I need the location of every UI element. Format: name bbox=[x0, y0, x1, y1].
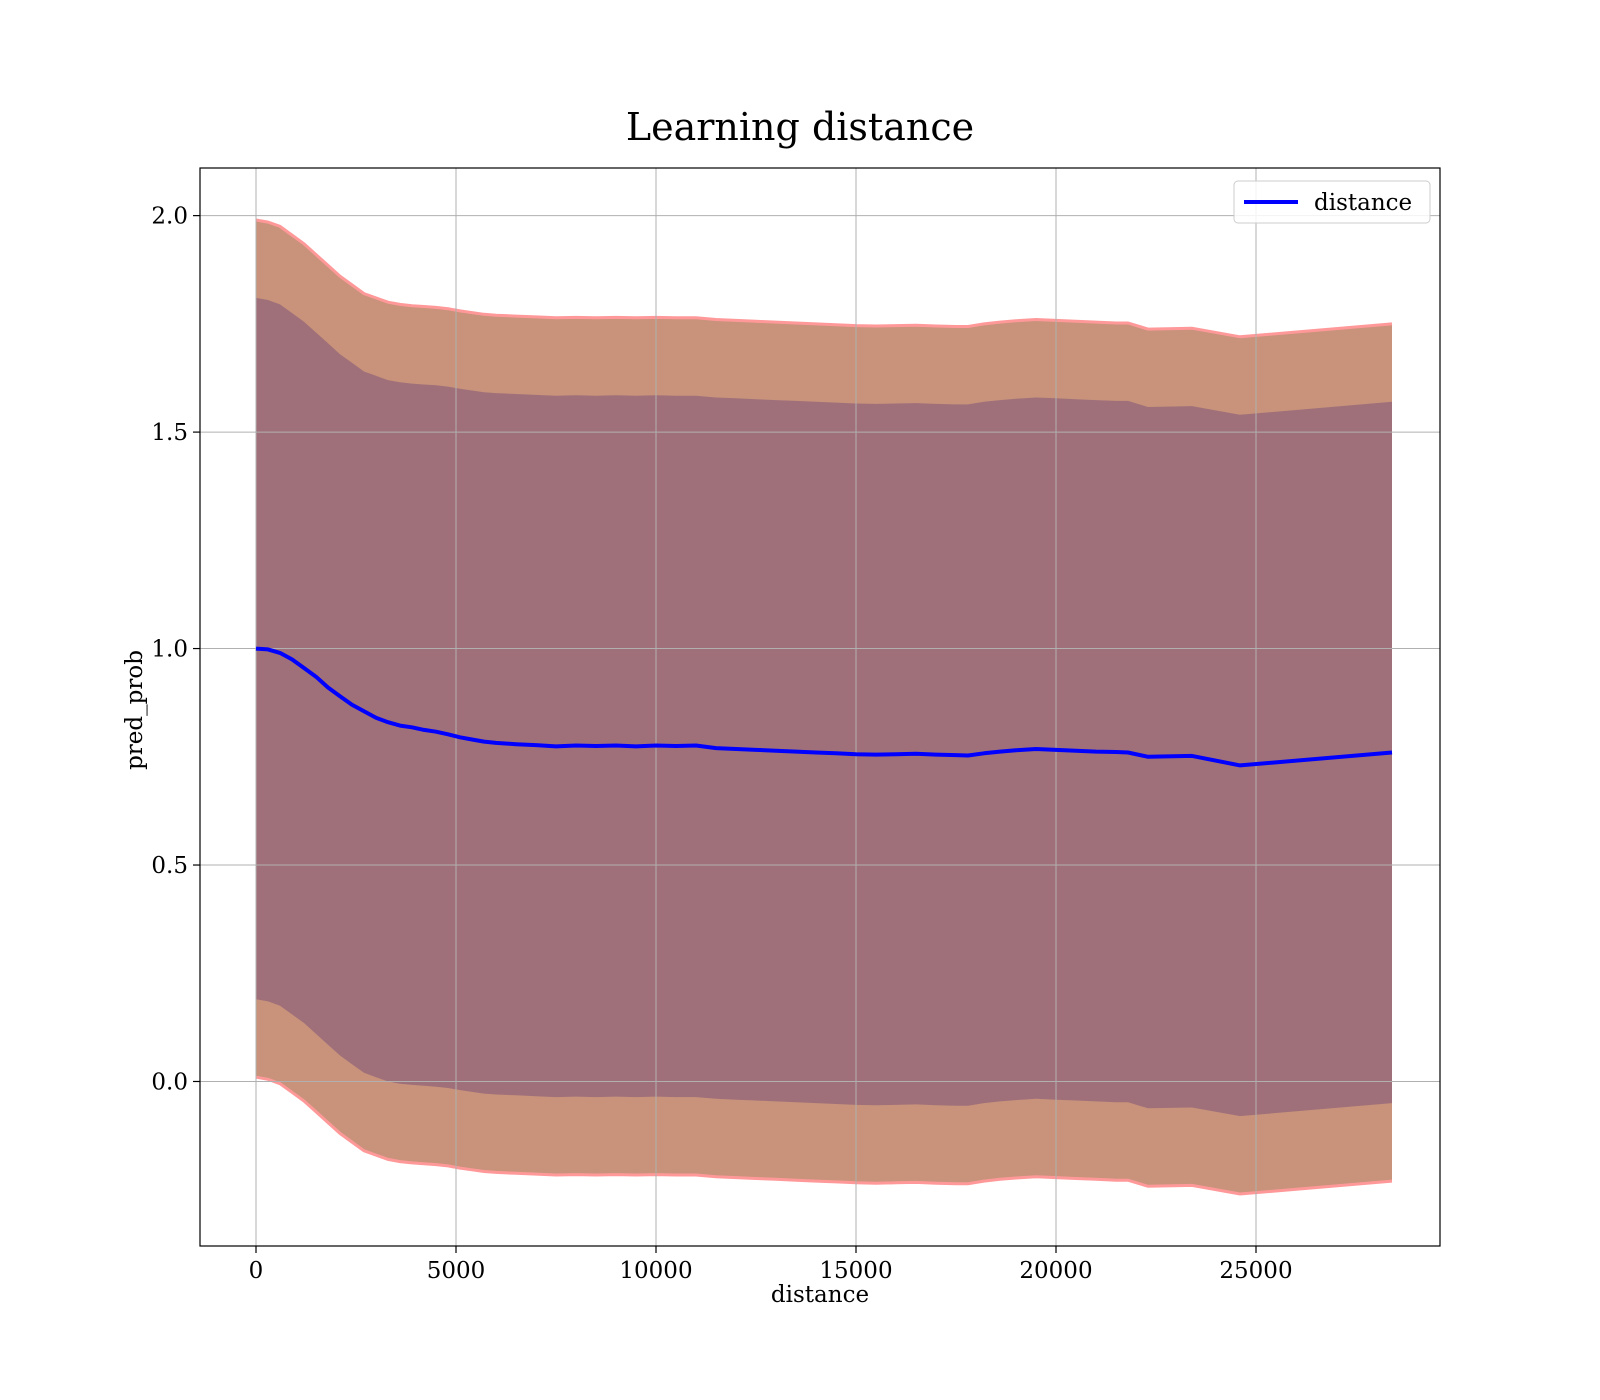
plot-area: 0 5000 10000 15000 20000 25000 0.0 0.5 1.0 1.5 2.0… bbox=[151, 167, 1441, 1284]
legend-box bbox=[1233, 180, 1431, 224]
chart-title: Learning distance bbox=[626, 105, 974, 149]
band-outer-lower-edge bbox=[255, 1075, 1393, 1196]
y-tick-label: 1.0 bbox=[151, 637, 188, 663]
legend-label: distance bbox=[1314, 190, 1412, 216]
x-tick-label: 25000 bbox=[1219, 1258, 1292, 1284]
y-tick-label: 0.5 bbox=[151, 853, 188, 879]
x-tick-label: 15000 bbox=[819, 1258, 892, 1284]
x-tick-label: 0 bbox=[249, 1258, 264, 1284]
y-tick-label: 0.0 bbox=[151, 1069, 188, 1095]
x-axis-label: distance bbox=[771, 1282, 869, 1308]
x-tick-label: 5000 bbox=[427, 1258, 486, 1284]
series-line-distance bbox=[255, 646, 1393, 768]
y-tick-label: 1.5 bbox=[151, 420, 188, 446]
y-tick-label: 2.0 bbox=[151, 204, 188, 230]
band-inner bbox=[256, 297, 1392, 1117]
band-outer-upper-edge bbox=[255, 218, 1393, 339]
plot-frame bbox=[199, 167, 1441, 1247]
x-tick-label: 20000 bbox=[1019, 1258, 1092, 1284]
x-tick-label: 10000 bbox=[619, 1258, 692, 1284]
y-axis-label: pred_prob bbox=[122, 650, 148, 770]
